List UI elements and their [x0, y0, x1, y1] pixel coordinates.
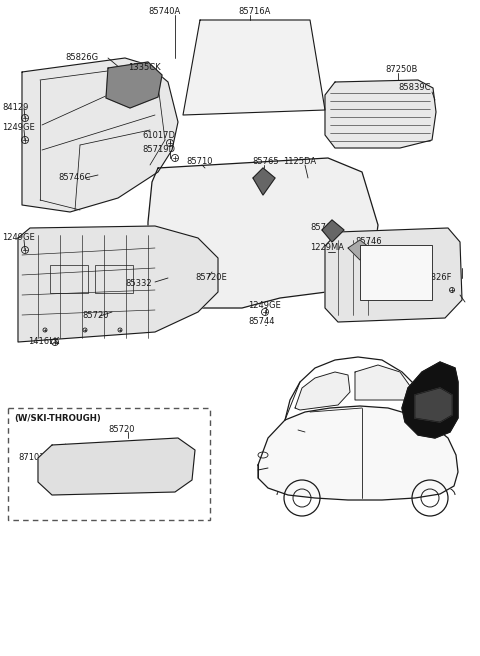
Text: 85765: 85765: [310, 224, 336, 232]
Text: 87250B: 87250B: [385, 66, 418, 75]
Polygon shape: [415, 388, 452, 422]
Polygon shape: [402, 362, 458, 438]
Text: 85730A: 85730A: [400, 291, 432, 300]
Text: 1335CK: 1335CK: [128, 64, 161, 73]
Text: 85720: 85720: [82, 312, 108, 321]
Text: 85744: 85744: [248, 318, 275, 327]
Polygon shape: [348, 240, 370, 260]
Text: 85740A: 85740A: [148, 7, 180, 16]
Bar: [95, 265, 133, 293]
Text: 85710: 85710: [186, 157, 213, 167]
Text: 85746C: 85746C: [58, 173, 91, 182]
Text: 61017D: 61017D: [142, 131, 175, 140]
Polygon shape: [322, 220, 344, 242]
Text: 1249GE: 1249GE: [248, 300, 281, 310]
Text: 84129: 84129: [2, 104, 28, 112]
Text: 85720: 85720: [108, 426, 134, 434]
Text: 85719D: 85719D: [142, 146, 175, 155]
Text: 1249GE: 1249GE: [2, 123, 35, 133]
Polygon shape: [325, 228, 462, 322]
Polygon shape: [18, 226, 218, 342]
Polygon shape: [325, 80, 436, 148]
Polygon shape: [106, 62, 162, 108]
Text: 1249GE: 1249GE: [2, 234, 35, 243]
Polygon shape: [22, 58, 178, 212]
Text: 85826G: 85826G: [65, 54, 98, 62]
Text: 85765: 85765: [252, 157, 278, 167]
Polygon shape: [295, 372, 350, 410]
Bar: [50, 265, 88, 293]
Polygon shape: [258, 406, 458, 500]
Text: 85332: 85332: [125, 279, 152, 287]
Text: 85839C: 85839C: [398, 83, 431, 92]
Text: 1416LK: 1416LK: [28, 337, 59, 346]
Text: 87101: 87101: [18, 453, 45, 462]
Polygon shape: [355, 365, 410, 400]
Text: 85826F: 85826F: [420, 274, 452, 283]
Polygon shape: [253, 168, 275, 195]
Bar: [360, 245, 432, 300]
Polygon shape: [38, 438, 195, 495]
Text: (W/SKI-THROUGH): (W/SKI-THROUGH): [14, 413, 101, 422]
Text: 85720E: 85720E: [195, 274, 227, 283]
Text: 85716A: 85716A: [238, 7, 270, 16]
Text: 1229MA: 1229MA: [310, 243, 344, 253]
Polygon shape: [148, 158, 378, 308]
Bar: [105, 453, 150, 475]
Polygon shape: [183, 20, 325, 115]
Text: 85746: 85746: [355, 237, 382, 247]
Text: 1125DA: 1125DA: [283, 157, 316, 167]
